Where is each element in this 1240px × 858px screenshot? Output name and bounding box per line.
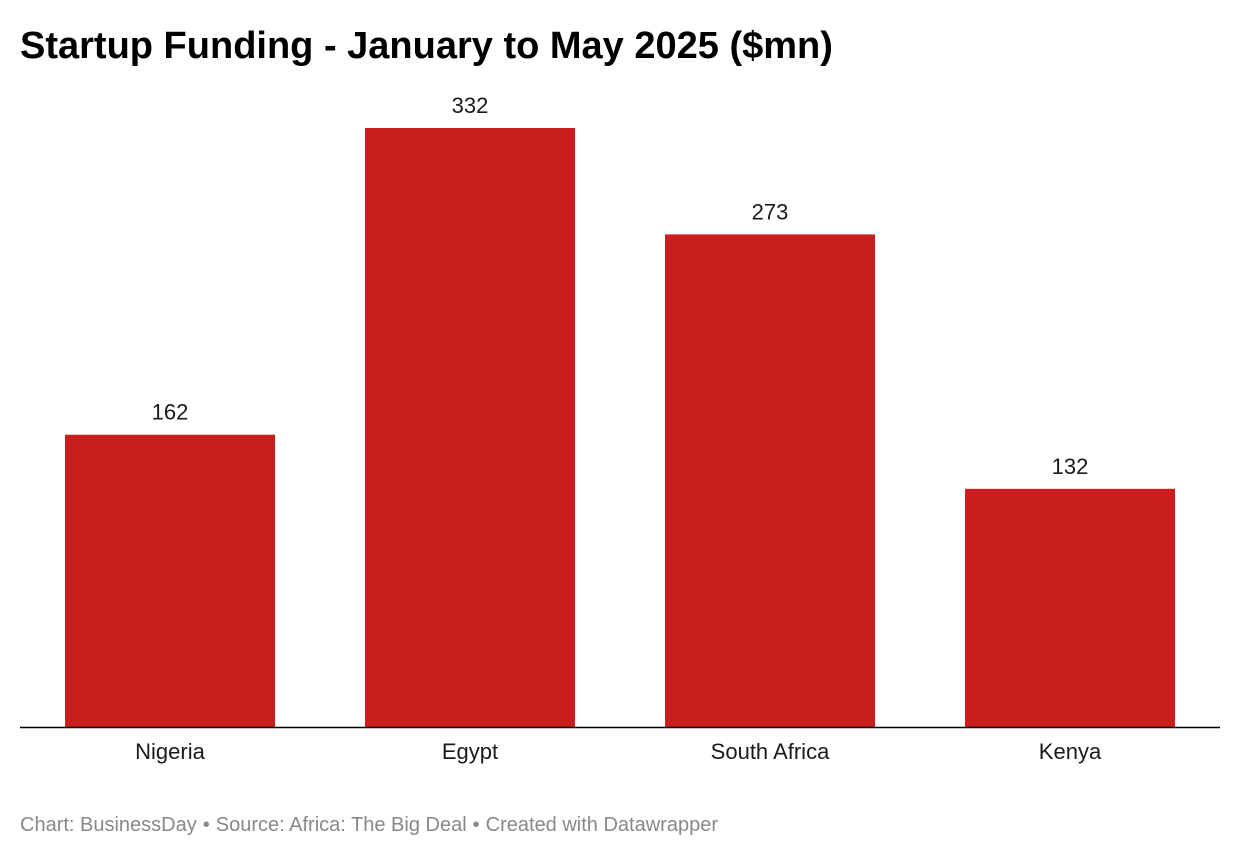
category-label: Kenya <box>1039 739 1102 764</box>
category-label: Egypt <box>442 739 498 764</box>
bar-kenya <box>965 488 1175 727</box>
footer-separator: • <box>202 814 210 836</box>
created-with: Created with Datawrapper <box>485 814 718 836</box>
category-label: Nigeria <box>135 739 205 764</box>
bar-egypt <box>365 128 575 727</box>
value-label: 273 <box>752 199 789 224</box>
chart-footer: Chart: BusinessDay • Source: Africa: The B… <box>20 812 718 838</box>
value-labels-layer: 162 332 273 132 <box>152 93 1089 479</box>
value-label: 332 <box>452 93 489 118</box>
bar-nigeria <box>65 434 275 727</box>
bar-chart: 162 332 273 132 Nigeria Egypt South Africa Ken… <box>20 93 1220 764</box>
chart-title: Startup Funding - January to May 2025 ($… <box>20 25 833 67</box>
value-label: 162 <box>152 400 189 425</box>
bar-south-africa <box>665 234 875 727</box>
value-label: 132 <box>1052 454 1089 479</box>
category-label: South Africa <box>711 739 830 764</box>
footer-separator: • <box>472 814 480 836</box>
chart-credit: Chart: BusinessDay <box>20 814 197 836</box>
category-labels-layer: Nigeria Egypt South Africa Kenya <box>135 739 1102 764</box>
bars-layer <box>65 128 1175 727</box>
chart-source: Source: Africa: The Big Deal <box>215 814 467 836</box>
